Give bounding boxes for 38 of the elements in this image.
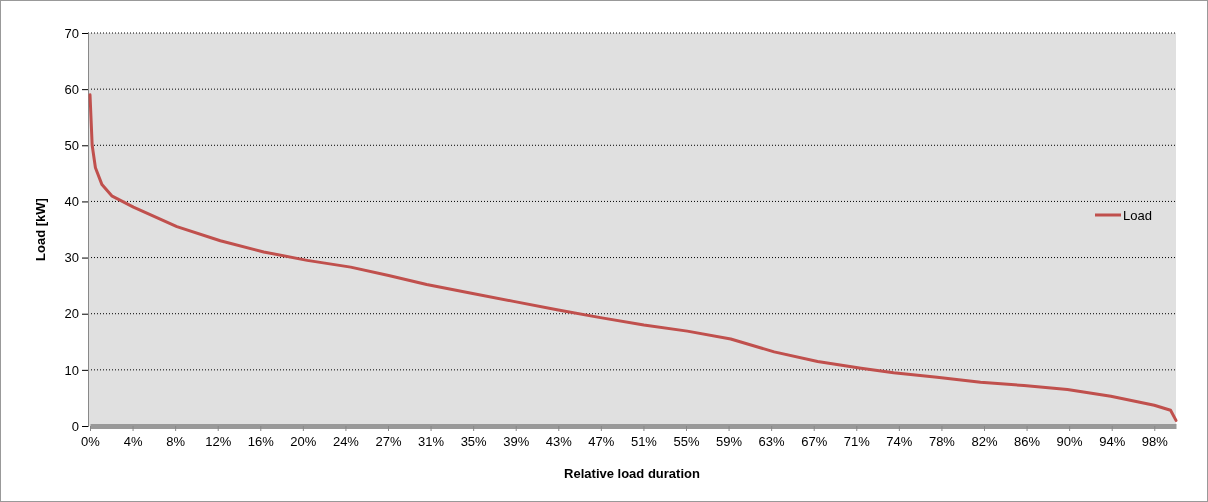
x-tick-label: 94% [1099,433,1126,449]
legend-label: Load [1123,207,1152,223]
x-tick-label: 51% [630,433,658,449]
x-tick-label: 4% [123,433,143,449]
x-tick-label: 43% [545,433,573,449]
x-tick-label: 59% [716,433,743,449]
x-tick-label: 0% [81,433,101,449]
x-tick-label: 86% [1014,433,1041,449]
line-series [88,93,1178,422]
y-tick-label: 0 [71,418,79,434]
x-axis-title: Relative load duration [564,466,700,481]
x-tick-label: 8% [166,433,186,449]
x-tick-label: 90% [1056,433,1084,449]
x-tick-label: 27% [375,433,402,449]
y-tick-label: 30 [64,250,79,266]
x-tick-label: 71% [843,433,871,449]
x-tick-label: 82% [971,433,998,449]
y-tick-label: 40 [64,194,79,210]
x-tick-label: 24% [332,433,360,449]
x-tick-label: 98% [1141,433,1169,449]
x-tick-label: 74% [886,433,913,449]
x-tick-label: 55% [673,433,700,449]
x-tick-label: 63% [758,433,786,449]
y-tick-label: 20 [64,306,79,322]
x-tick-label: 78% [928,433,956,449]
y-tick-label: 50 [64,137,79,153]
x-tick-label: 16% [247,433,275,449]
x-tick-label: 67% [801,433,828,449]
y-tick-label: 10 [64,362,79,378]
x-tick-label: 12% [205,433,232,449]
x-tick-label: 39% [503,433,530,449]
x-tick-label: 20% [290,433,317,449]
y-axis-title: Load [kW] [33,198,48,261]
x-tick-label: 35% [460,433,488,449]
y-tick-label: 70 [64,25,79,41]
x-tick-label: 31% [418,433,445,449]
y-tick-label: 60 [64,81,79,97]
x-tick-label: 47% [588,433,615,449]
